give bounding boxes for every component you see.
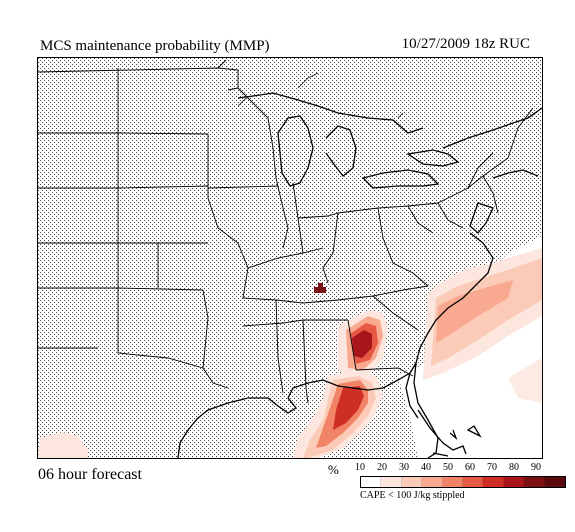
legend-tick: 80 [509,462,519,473]
legend-tick: 90 [531,462,541,473]
state-borders [38,59,534,404]
map-panel [37,57,543,459]
legend-tick: 60 [465,462,475,473]
legend-swatch [524,477,545,487]
legend-swatch [442,477,464,487]
stipple-note: CAPE < 100 J/kg stippled [360,490,465,501]
coastlines [177,92,542,458]
legend-tick: 70 [487,462,497,473]
legend-swatch [422,477,443,487]
rivers-lakes [237,72,404,119]
unstippled-ocean [398,303,542,458]
legend-swatch [503,477,525,487]
legend-unit: % [328,462,339,477]
chart-title: MCS maintenance probability (MMP) [40,38,270,54]
mmp-map [38,58,542,458]
legend-swatch [483,477,504,487]
legend-tick: 40 [421,462,431,473]
run-info: 10/27/2009 18z RUC [401,36,530,52]
legend-ticks: 10 20 30 40 50 60 70 80 90 [355,462,550,474]
legend-swatch [544,477,566,487]
legend-swatch [463,477,484,487]
forecast-hour: 06 hour forecast [38,466,142,483]
legend-colorbar [360,476,566,488]
legend-tick: 10 [355,462,365,473]
legend-swatch [381,477,402,487]
legend-swatch [361,477,382,487]
mmp-shading [38,248,542,458]
legend-tick: 50 [443,462,453,473]
legend-tick: 20 [377,462,387,473]
legend-swatch [401,477,423,487]
legend-tick: 30 [399,462,409,473]
